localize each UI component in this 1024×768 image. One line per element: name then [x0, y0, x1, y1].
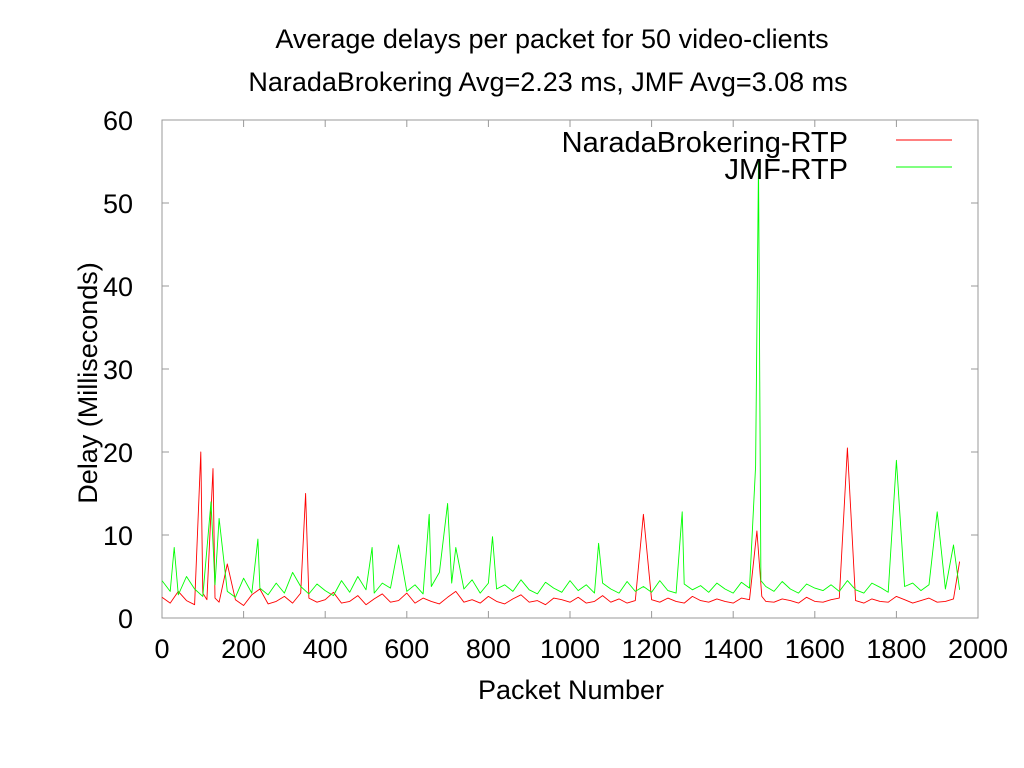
x-axis-title: Packet Number — [478, 675, 664, 705]
x-tick-label: 1600 — [785, 634, 845, 664]
chart-subtitle: NaradaBrokering Avg=2.23 ms, JMF Avg=3.0… — [248, 67, 847, 97]
x-tick-label: 1400 — [703, 634, 763, 664]
legend-label: NaradaBrokering-RTP — [562, 127, 848, 159]
series-line-jmf-rtp — [161, 161, 961, 598]
y-tick-label: 30 — [103, 355, 133, 385]
y-tick-label: 40 — [103, 272, 133, 302]
y-axis-title: Delay (Milliseconds) — [73, 262, 103, 504]
x-tick-label: 600 — [384, 634, 429, 664]
y-tick-label: 10 — [103, 521, 133, 551]
series-line-naradabrokering-rtp — [161, 447, 961, 606]
x-tick-label: 0 — [154, 634, 169, 664]
y-axis: 0 10 20 30 40 50 60 — [103, 106, 978, 634]
x-tick-label: 800 — [466, 634, 511, 664]
x-tick-label: 400 — [303, 634, 348, 664]
y-tick-label: 0 — [118, 604, 133, 634]
series-layer — [161, 161, 961, 606]
x-tick-label: 200 — [221, 634, 266, 664]
y-tick-label: 20 — [103, 438, 133, 468]
x-axis: 0 200 400 600 800 1000 1200 1400 1600 1800 2000 — [154, 120, 1008, 664]
x-tick-label: 1800 — [866, 634, 926, 664]
chart-title: Average delays per packet for 50 video-c… — [275, 24, 828, 54]
x-tick-label: 1000 — [540, 634, 600, 664]
y-tick-label: 60 — [103, 106, 133, 136]
y-tick-label: 50 — [103, 189, 133, 219]
plot-frame — [161, 119, 979, 619]
legend-label: JMF-RTP — [724, 154, 848, 186]
x-tick-label: 2000 — [948, 634, 1008, 664]
x-tick-label: 1200 — [622, 634, 682, 664]
